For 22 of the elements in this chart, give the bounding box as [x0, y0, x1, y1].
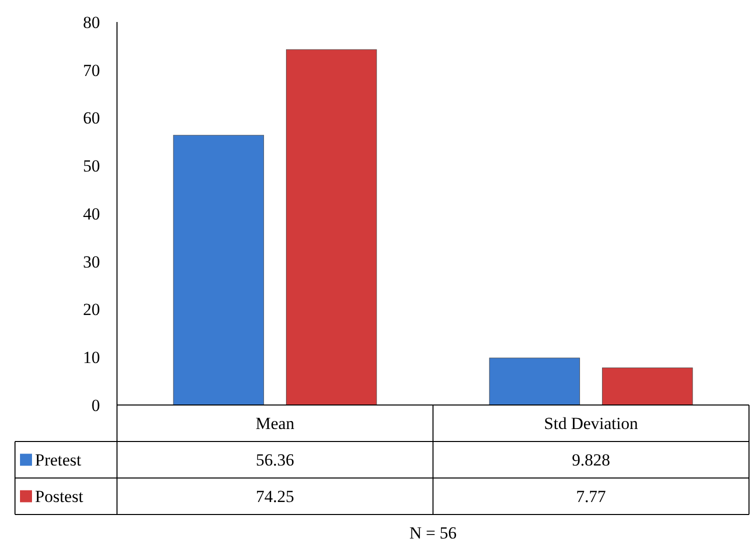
text: N = 56 — [409, 523, 457, 542]
y-tick-label: 40 — [83, 204, 100, 224]
text: 74.25 — [256, 487, 294, 506]
y-tick-label: 30 — [83, 252, 100, 272]
bar — [173, 134, 264, 406]
x-tick-label: Mean — [256, 414, 295, 434]
text: 9.828 — [572, 450, 610, 470]
y-tick-label: 80 — [83, 12, 100, 32]
text: 56.36 — [256, 450, 294, 470]
y-tick-label: 70 — [83, 60, 100, 80]
bar — [602, 368, 693, 406]
y-tick-label: 60 — [83, 108, 100, 128]
bar — [489, 358, 580, 406]
legend-label: Pretest — [35, 450, 82, 470]
y-tick-label: 20 — [83, 300, 100, 320]
y-tick-label: 10 — [83, 348, 100, 368]
y-tick-label: 0 — [92, 396, 100, 415]
legend-label: Postest — [35, 487, 84, 506]
x-tick-label: Std Deviation — [544, 414, 638, 434]
y-tick-label: 50 — [83, 156, 100, 176]
bar — [286, 49, 377, 406]
text: 7.77 — [576, 487, 606, 506]
